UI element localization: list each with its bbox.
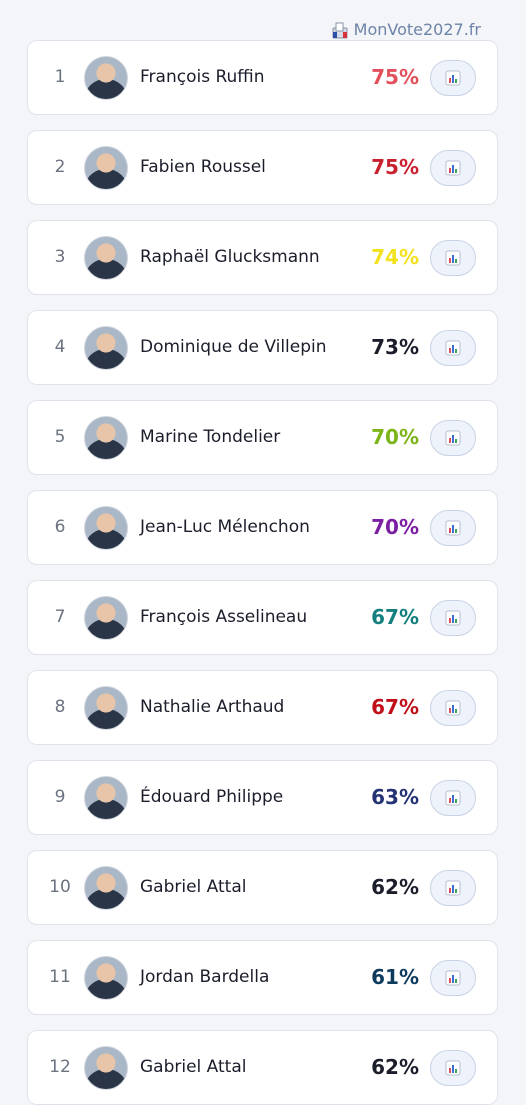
candidate-name: Marine Tondelier [140, 427, 281, 447]
details-button[interactable] [430, 330, 476, 366]
avatar [84, 236, 128, 280]
candidate-name: Jean-Luc Mélenchon [140, 517, 310, 537]
avatar [84, 596, 128, 640]
chart-icon [445, 880, 461, 896]
rank: 7 [54, 607, 66, 627]
score: 75% [371, 65, 419, 89]
score: 67% [371, 605, 419, 629]
candidate-row[interactable]: 9 Édouard Philippe 63% [27, 760, 498, 835]
candidate-name: François Asselineau [140, 607, 308, 627]
details-button[interactable] [430, 1050, 476, 1086]
rank: 1 [54, 67, 66, 87]
candidate-name: Gabriel Attal [140, 877, 247, 897]
rank: 12 [49, 1057, 71, 1077]
candidate-row[interactable]: 8 Nathalie Arthaud 67% [27, 670, 498, 745]
candidate-row[interactable]: 7 François Asselineau 67% [27, 580, 498, 655]
score: 62% [371, 875, 419, 899]
candidate-row[interactable]: 1 François Ruffin 75% [27, 40, 498, 115]
details-button[interactable] [430, 420, 476, 456]
rank: 11 [49, 967, 71, 987]
avatar [84, 506, 128, 550]
avatar [84, 1046, 128, 1090]
chart-icon [445, 610, 461, 626]
avatar [84, 776, 128, 820]
candidate-row[interactable]: 6 Jean-Luc Mélenchon 70% [27, 490, 498, 565]
chart-icon [445, 520, 461, 536]
rank: 5 [54, 427, 66, 447]
chart-icon [445, 70, 461, 86]
rank: 9 [54, 787, 66, 807]
brand-text: MonVote2027.fr [353, 20, 481, 39]
candidate-row[interactable]: 12 Gabriel Attal 62% [27, 1030, 498, 1105]
score: 61% [371, 965, 419, 989]
candidate-name: Édouard Philippe [140, 787, 284, 807]
candidate-name: François Ruffin [140, 67, 265, 87]
chart-icon [445, 430, 461, 446]
rank: 2 [54, 157, 66, 177]
score: 70% [371, 425, 419, 449]
rank: 6 [54, 517, 66, 537]
candidate-name: Fabien Roussel [140, 157, 266, 177]
chart-icon [445, 160, 461, 176]
avatar [84, 56, 128, 100]
chart-icon [445, 700, 461, 716]
score: 67% [371, 695, 419, 719]
score: 73% [371, 335, 419, 359]
details-button[interactable] [430, 240, 476, 276]
details-button[interactable] [430, 780, 476, 816]
avatar [84, 956, 128, 1000]
details-button[interactable] [430, 600, 476, 636]
brand[interactable]: MonVote2027.fr [332, 20, 481, 39]
candidate-name: Jordan Bardella [140, 967, 270, 987]
page: MonVote2027.fr 1 François Ruffin 75% 2 Fabie… [27, 20, 498, 1105]
candidate-row[interactable]: 11 Jordan Bardella 61% [27, 940, 498, 1015]
candidate-row[interactable]: 4 Dominique de Villepin 73% [27, 310, 498, 385]
details-button[interactable] [430, 150, 476, 186]
avatar [84, 686, 128, 730]
score: 62% [371, 1055, 419, 1079]
details-button[interactable] [430, 960, 476, 996]
score: 75% [371, 155, 419, 179]
candidate-row[interactable]: 3 Raphaël Glucksmann 74% [27, 220, 498, 295]
candidate-name: Dominique de Villepin [140, 337, 327, 357]
candidate-row[interactable]: 5 Marine Tondelier 70% [27, 400, 498, 475]
chart-icon [445, 970, 461, 986]
chart-icon [445, 1060, 461, 1076]
score: 63% [371, 785, 419, 809]
details-button[interactable] [430, 870, 476, 906]
candidate-name: Nathalie Arthaud [140, 697, 285, 717]
chart-icon [445, 250, 461, 266]
chart-icon [445, 340, 461, 356]
candidate-row[interactable]: 10 Gabriel Attal 62% [27, 850, 498, 925]
chart-icon [445, 790, 461, 806]
score: 74% [371, 245, 419, 269]
details-button[interactable] [430, 690, 476, 726]
candidate-row[interactable]: 2 Fabien Roussel 75% [27, 130, 498, 205]
rank: 4 [54, 337, 66, 357]
details-button[interactable] [430, 510, 476, 546]
rank: 8 [54, 697, 66, 717]
candidate-name: Gabriel Attal [140, 1057, 247, 1077]
brand-icon [332, 22, 348, 38]
avatar [84, 146, 128, 190]
details-button[interactable] [430, 60, 476, 96]
candidate-name: Raphaël Glucksmann [140, 247, 320, 267]
rank: 10 [49, 877, 71, 897]
avatar [84, 866, 128, 910]
avatar [84, 416, 128, 460]
score: 70% [371, 515, 419, 539]
rank: 3 [54, 247, 66, 267]
avatar [84, 326, 128, 370]
